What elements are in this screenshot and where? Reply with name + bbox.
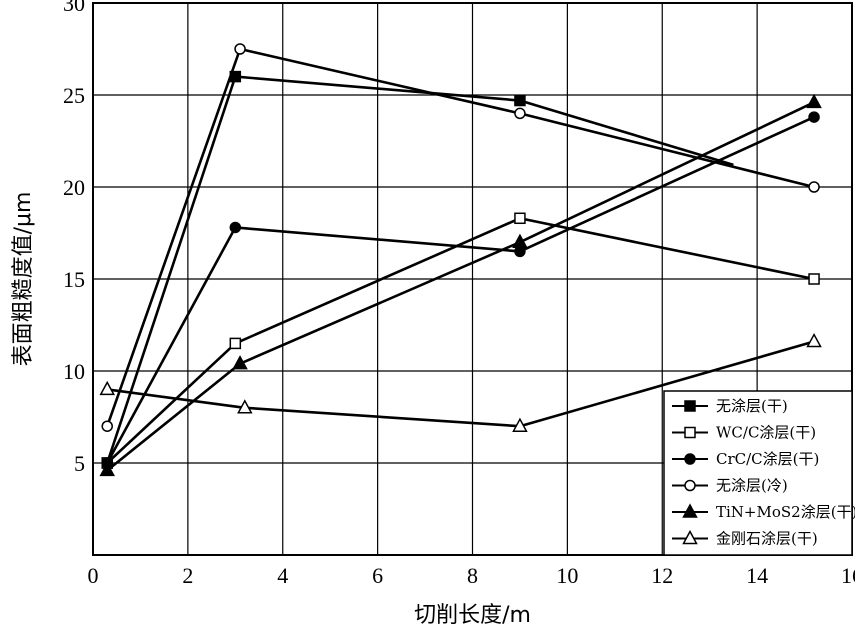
legend-marker xyxy=(682,529,698,545)
data-point xyxy=(512,233,528,248)
series-1 xyxy=(101,70,734,469)
x-tick-label: 4 xyxy=(277,563,288,588)
x-tick-label: 8 xyxy=(467,563,478,588)
x-tick-label: 16 xyxy=(841,563,855,588)
legend-item: 无涂层(干) xyxy=(672,397,788,415)
data-point xyxy=(237,399,253,414)
data-point xyxy=(806,93,822,109)
data-point xyxy=(514,212,526,225)
x-tick-label: 10 xyxy=(556,563,578,588)
y-axis-label: 表面粗糙度值/μm xyxy=(11,192,36,367)
legend-label: CrC/C涂层(干) xyxy=(716,450,819,468)
y-tick-label: 5 xyxy=(74,451,85,476)
x-tick-label: 0 xyxy=(88,563,99,588)
y-tick-label: 30 xyxy=(63,0,85,16)
legend-label: 无涂层(干) xyxy=(716,397,788,415)
legend-label: 无涂层(冷) xyxy=(716,477,788,495)
x-axis-label: 切削长度/m xyxy=(414,603,531,628)
series-line xyxy=(105,75,734,464)
x-tick-label: 6 xyxy=(372,563,383,588)
y-tick-label: 20 xyxy=(63,175,85,200)
data-point xyxy=(232,355,248,370)
data-point xyxy=(229,221,242,234)
data-point xyxy=(101,420,113,432)
x-tick-label: 2 xyxy=(182,563,193,588)
legend-marker xyxy=(684,453,696,465)
y-tick-label: 25 xyxy=(63,83,85,108)
y-tick-label: 10 xyxy=(63,359,85,384)
legend-marker xyxy=(684,426,696,439)
series-6 xyxy=(99,332,822,432)
legend-item: 金刚石涂层(干) xyxy=(672,530,818,548)
legend-box xyxy=(663,390,853,556)
series-line xyxy=(106,101,815,472)
legend-item: CrC/C涂层(干) xyxy=(672,450,819,468)
series-layer xyxy=(99,43,822,477)
series-3 xyxy=(101,111,820,469)
x-tick-labels: 0 2 4 6 8 10 12 14 16 xyxy=(88,563,855,588)
series-4 xyxy=(101,43,820,432)
legend-marker xyxy=(684,479,696,492)
plot-frame xyxy=(92,2,853,556)
legend-label: 金刚石涂层(干) xyxy=(716,530,818,548)
data-point xyxy=(514,107,526,120)
data-point xyxy=(234,43,246,55)
legend-item: 无涂层(冷) xyxy=(672,477,788,495)
legend-item: TiN+MoS2涂层(干) xyxy=(672,503,855,521)
y-tick-labels: 5 10 15 20 25 30 xyxy=(63,0,85,476)
data-point xyxy=(808,273,820,285)
legend: 无涂层(干) WC/C涂层(干) CrC/C涂层(干) 无涂层(冷) TiN+MoS2涂… xyxy=(663,390,855,556)
series-line xyxy=(106,216,815,464)
series-line xyxy=(106,47,815,427)
data-point xyxy=(808,111,820,123)
legend-label: TiN+MoS2涂层(干) xyxy=(716,503,855,521)
series-line xyxy=(106,115,815,464)
data-point xyxy=(808,181,820,193)
legend-label: WC/C涂层(干) xyxy=(716,424,816,442)
data-point xyxy=(512,417,528,432)
grid xyxy=(93,3,852,555)
data-point xyxy=(99,461,115,477)
x-tick-label: 14 xyxy=(746,563,768,588)
series-line xyxy=(107,340,815,428)
legend-marker xyxy=(684,400,696,412)
x-tick-label: 12 xyxy=(651,563,673,588)
series-5 xyxy=(99,93,822,477)
legend-item: WC/C涂层(干) xyxy=(672,424,816,442)
data-point xyxy=(99,380,115,396)
legend-marker xyxy=(682,503,698,518)
data-point xyxy=(229,337,242,350)
data-point xyxy=(514,94,526,107)
y-tick-label: 15 xyxy=(63,267,85,292)
data-point xyxy=(806,332,822,348)
